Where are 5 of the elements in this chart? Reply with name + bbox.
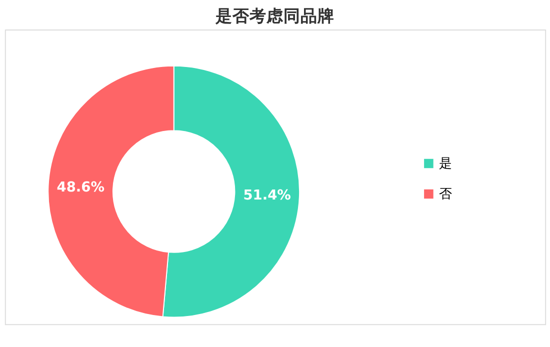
chart-title: 是否考虑同品牌 xyxy=(214,6,334,26)
data-label: 48.6% xyxy=(56,179,105,196)
legend-label: 否 xyxy=(439,186,452,202)
legend-label: 是 xyxy=(439,156,452,172)
data-label: 51.4% xyxy=(243,188,292,204)
